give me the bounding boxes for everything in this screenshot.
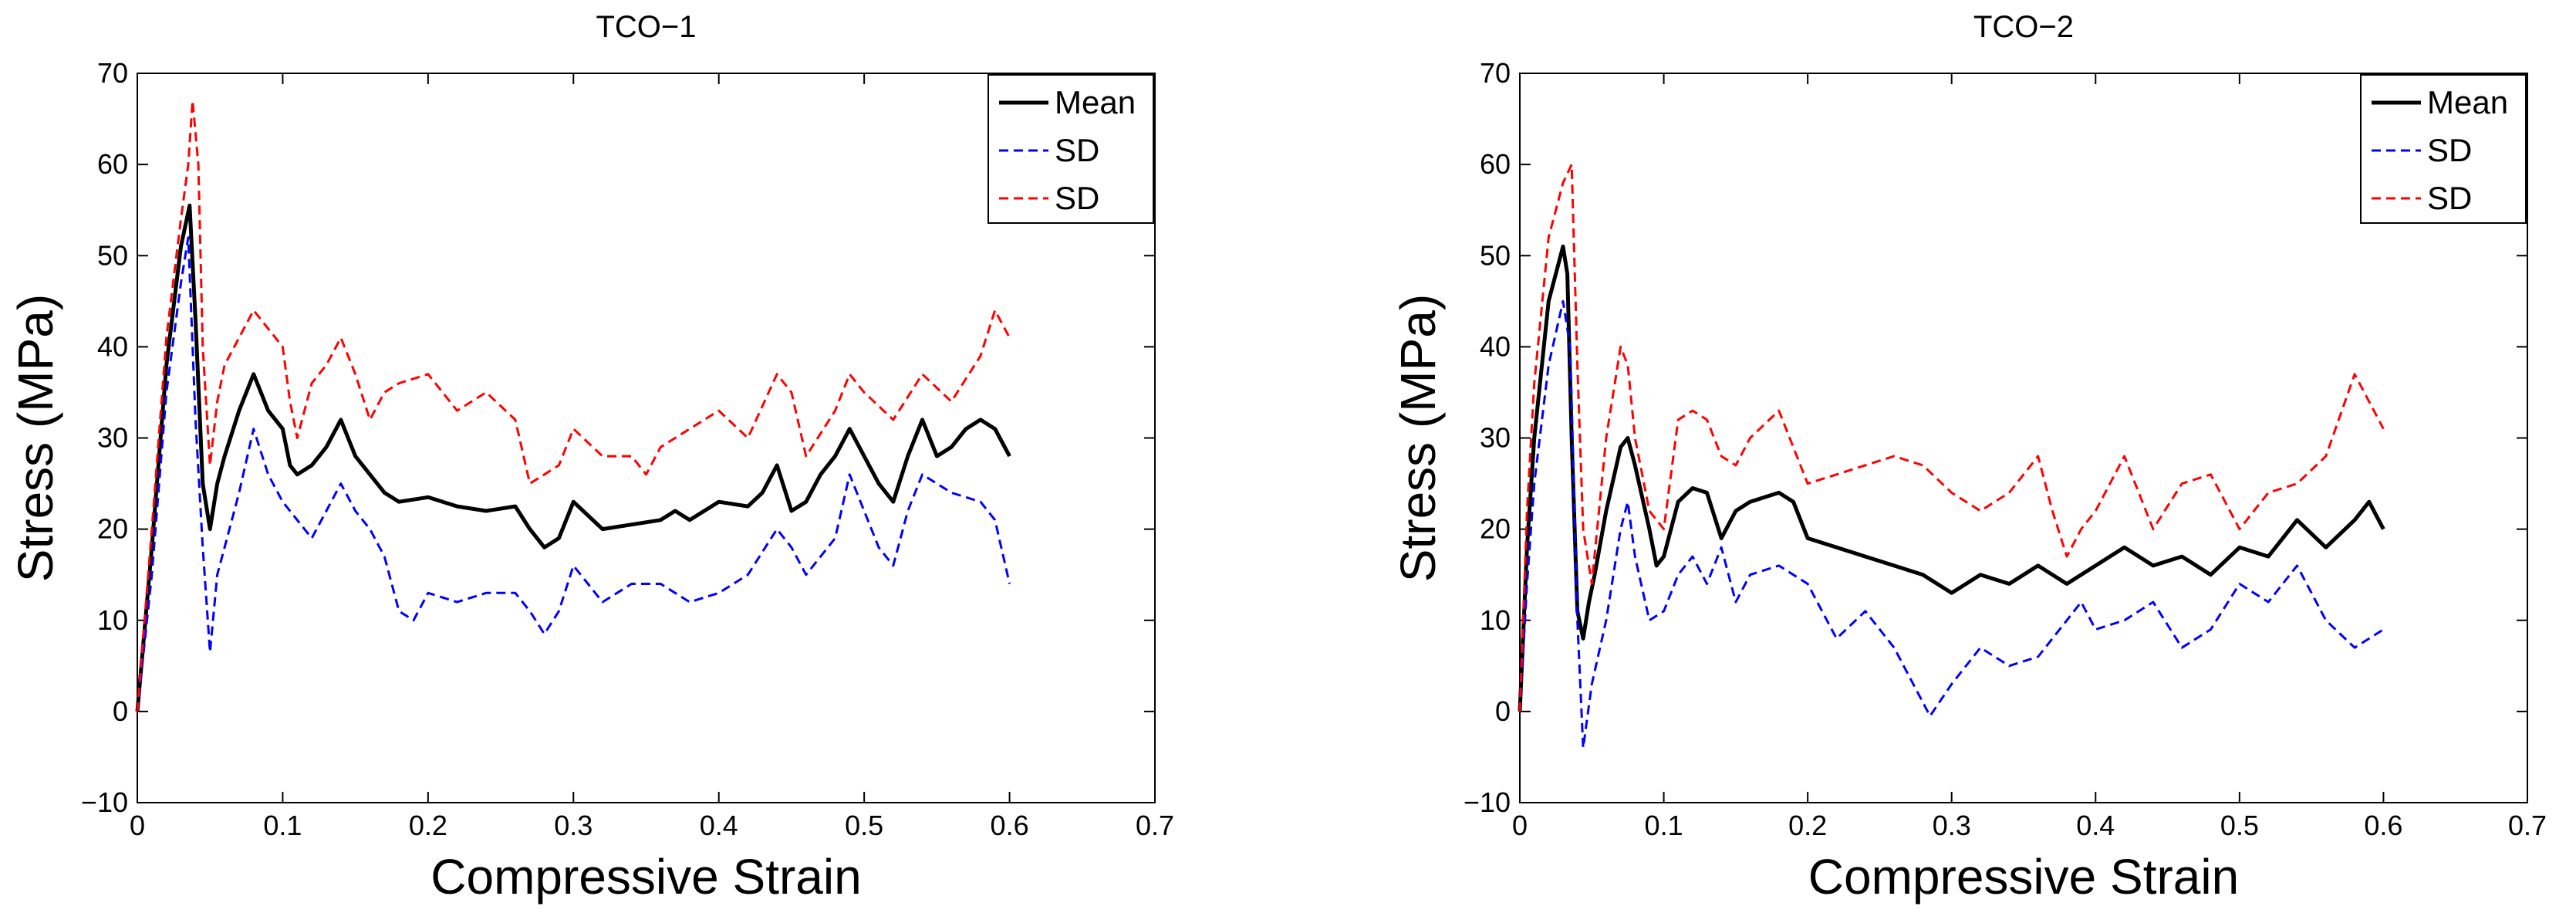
series-line-sd-blue — [136, 236, 1011, 712]
x-tick-label: 0.1 — [263, 810, 302, 841]
y-tick-label: 30 — [1480, 422, 1511, 454]
x-axis-label: Compressive Strain — [430, 849, 861, 905]
x-tick-label: 0.6 — [2364, 810, 2402, 841]
legend-entry-label: SD — [1055, 180, 1099, 216]
y-tick-label: 40 — [97, 330, 128, 362]
x-tick-label: 0.5 — [2220, 810, 2259, 841]
x-axis-label: Compressive Strain — [1808, 849, 2239, 905]
y-tick-label: 60 — [97, 148, 128, 180]
y-tick-label: −10 — [1464, 786, 1511, 818]
x-tick-label: 0.6 — [991, 810, 1029, 841]
y-tick-label: 10 — [97, 604, 128, 636]
legend-entry-label: SD — [2427, 132, 2472, 168]
x-tick-label: 0.2 — [409, 810, 447, 841]
legend-entry-label: SD — [2427, 180, 2472, 216]
x-tick-label: 0 — [1512, 810, 1528, 841]
x-tick-label: 0.7 — [2508, 810, 2547, 841]
y-tick-label: 40 — [1480, 330, 1511, 362]
chart-title: TCO−2 — [1973, 10, 2074, 44]
y-tick-label: 0 — [113, 695, 128, 727]
x-tick-label: 0.3 — [1933, 810, 1971, 841]
series-line-sd-blue — [1518, 299, 2385, 749]
y-axis-label: Stress (MPa) — [1390, 294, 1446, 582]
x-tick-label: 0.1 — [1645, 810, 1683, 841]
x-tick-label: 0.4 — [700, 810, 738, 841]
series-line-mean — [1518, 244, 2385, 712]
x-tick-label: 0.5 — [845, 810, 883, 841]
series-line-mean — [135, 203, 1011, 712]
y-tick-label: 10 — [1480, 604, 1511, 636]
legend: Mean SD SD — [988, 74, 1154, 224]
y-tick-label: 0 — [1495, 695, 1511, 727]
y-axis-label: Stress (MPa) — [8, 294, 63, 582]
legend: Mean SD SD — [2360, 74, 2527, 224]
chart-panel-tco2: TCO−20 0.1 0.2 0.3 0.4 0.5 0.6 0.7−100102030405… — [1390, 10, 2547, 905]
x-tick-label: 0.3 — [554, 810, 593, 841]
y-tick-label: 20 — [1480, 513, 1511, 545]
y-tick-label: 60 — [1480, 148, 1511, 180]
y-tick-label: 70 — [97, 57, 128, 89]
x-tick-label: 0.4 — [2076, 810, 2115, 841]
chart-title: TCO−1 — [596, 10, 696, 44]
legend-entry-label: SD — [1055, 132, 1099, 168]
x-tick-label: 0.2 — [1788, 810, 1827, 841]
y-tick-label: 50 — [97, 239, 128, 271]
chart-panel-tco1: TCO−10 0.1 0.2 0.3 0.4 0.5 0.6 0.7−100102030405… — [8, 10, 1174, 905]
y-tick-label: −10 — [81, 786, 128, 818]
x-tick-label: 0 — [130, 810, 145, 841]
y-tick-label: 20 — [97, 513, 128, 545]
series-line-sd-red — [1518, 163, 2385, 712]
series-line-sd-red — [136, 99, 1011, 712]
x-tick-label: 0.7 — [1136, 810, 1174, 841]
legend-entry-label: Mean — [1055, 84, 1136, 120]
y-tick-label: 70 — [1480, 57, 1511, 89]
legend-entry-label: Mean — [2427, 84, 2508, 120]
y-tick-label: 50 — [1480, 239, 1511, 271]
y-tick-label: 30 — [97, 422, 128, 454]
